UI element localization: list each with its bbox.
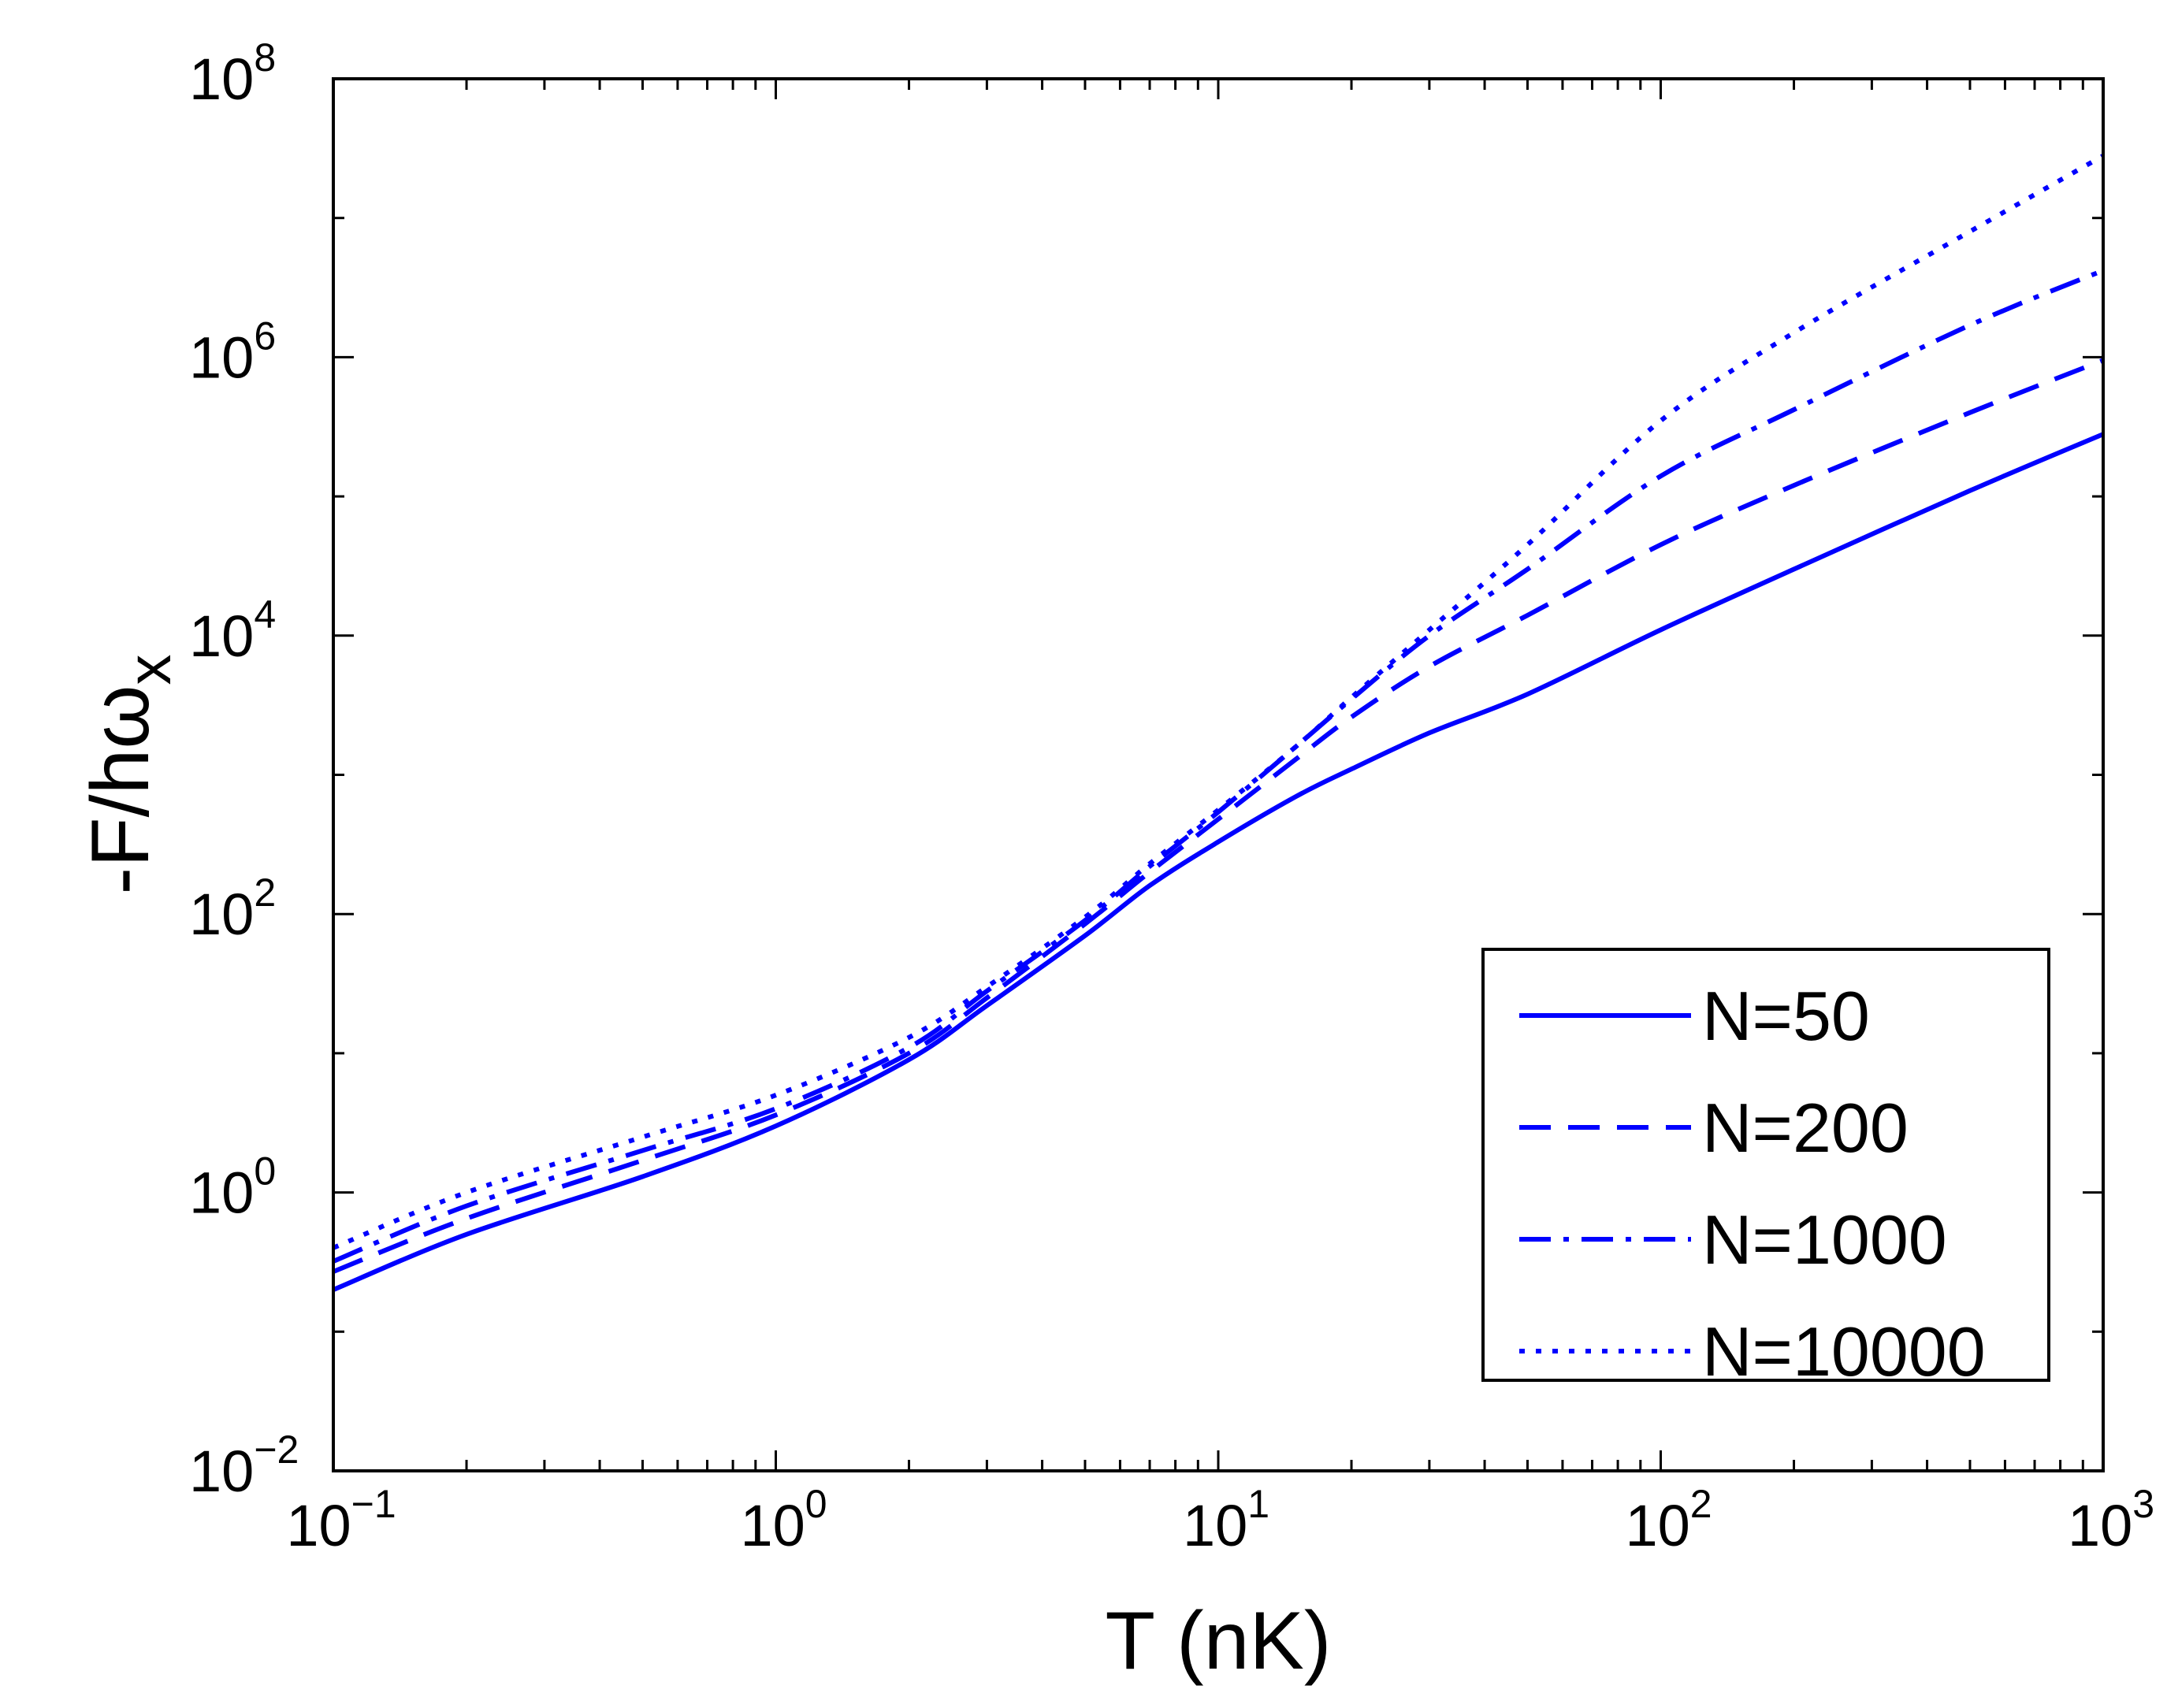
y-tick-label: 106 (189, 314, 276, 390)
x-tick-label-exponent: 2 (1690, 1482, 1712, 1526)
y-tick-label-exponent: 2 (254, 871, 276, 915)
x-axis-title: T (nK) (1105, 1595, 1331, 1687)
legend-label: N=50 (1702, 977, 1870, 1055)
x-tick-label-exponent: −1 (351, 1482, 396, 1526)
legend-box (1481, 948, 2050, 1382)
y-tick-label: 10−2 (189, 1428, 299, 1504)
y-tick-label: 100 (189, 1149, 276, 1226)
legend: N=50 N=200 N=1000 N=10000 (1481, 948, 2050, 1391)
x-tick-label-base: 10 (286, 1493, 351, 1558)
x-tick-label-base: 10 (740, 1493, 805, 1558)
y-tick-label: 102 (189, 871, 276, 947)
series-line-n-50 (332, 432, 2105, 1292)
y-tick-label-base: 10 (189, 46, 254, 112)
legend-label: N=10000 (1702, 1313, 1986, 1391)
legend-label: N=200 (1702, 1089, 1909, 1167)
x-tick-label-base: 10 (1625, 1493, 1689, 1558)
y-tick-label-exponent: 6 (254, 314, 276, 358)
y-axis-title-subscript: x (114, 654, 184, 685)
y-axis-title-main: -F/hω (75, 685, 166, 894)
x-tick-label-base: 10 (1183, 1493, 1247, 1558)
x-tick-label: 103 (2068, 1482, 2154, 1558)
legend-label: N=1000 (1702, 1201, 1947, 1279)
y-axis-title-text: -F/hωx (75, 654, 184, 894)
series-line-n-10000 (332, 154, 2105, 1250)
x-tick-label-exponent: 3 (2132, 1482, 2154, 1526)
series-line-n-200 (332, 358, 2105, 1274)
y-tick-label: 108 (189, 35, 276, 112)
x-tick-label: 10−1 (286, 1482, 396, 1558)
x-tick-label: 100 (740, 1482, 827, 1558)
y-tick-label-base: 10 (189, 325, 254, 390)
axis-ticks (332, 77, 2105, 1472)
y-tick-label-exponent: 8 (254, 35, 276, 80)
x-tick-label-exponent: 1 (1247, 1482, 1269, 1526)
x-tick-label: 102 (1625, 1482, 1712, 1558)
series-layer (332, 154, 2105, 1292)
x-tick-label-exponent: 0 (805, 1482, 827, 1526)
y-tick-label-base: 10 (189, 603, 254, 669)
y-tick-label-exponent: −2 (254, 1428, 299, 1472)
x-tick-label: 101 (1183, 1482, 1269, 1558)
y-tick-label-base: 10 (189, 1160, 254, 1226)
y-tick-label-base: 10 (189, 1439, 254, 1504)
y-axis-title: -F/hωx (75, 654, 184, 894)
x-tick-label-base: 10 (2068, 1493, 2132, 1558)
y-tick-label-exponent: 4 (254, 592, 276, 637)
y-tick-label-exponent: 0 (254, 1149, 276, 1194)
y-tick-label-base: 10 (189, 882, 254, 947)
y-tick-label: 104 (189, 592, 276, 669)
